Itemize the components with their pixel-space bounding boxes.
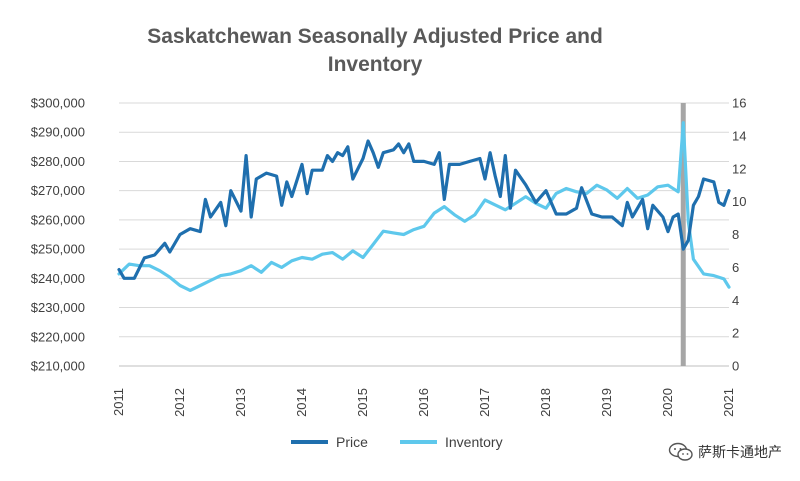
y-right-tick-label: 16: [732, 96, 746, 111]
x-tick-label: 2013: [233, 388, 248, 417]
chart-title-line-2: Inventory: [328, 53, 423, 76]
chart-title-line-1: Saskatchewan Seasonally Adjusted Price a…: [147, 25, 603, 48]
x-tick-label: 2012: [172, 388, 187, 417]
x-tick-label: 2016: [416, 388, 431, 417]
watermark: 萨斯卡通地产: [668, 442, 782, 462]
gridlines: [119, 102, 729, 367]
left-axis-ticks: $210,000 $220,000 $230,000 $240,000 $250,000…: [31, 96, 85, 374]
y-left-tick-label: $220,000: [31, 329, 85, 344]
y-left-tick-label: $270,000: [31, 183, 85, 198]
legend-label-price: Price: [336, 434, 368, 450]
x-tick-label: 2019: [599, 388, 614, 417]
x-tick-label: 2017: [477, 388, 492, 417]
y-left-tick-label: $260,000: [31, 212, 85, 227]
series-line-inventory: [117, 121, 731, 292]
y-left-tick-label: $280,000: [31, 154, 85, 169]
right-axis-ticks: 0 2 4 6 8 10 12 14 16: [732, 96, 746, 374]
series-lines: [117, 121, 731, 292]
legend: Price Inventory: [291, 434, 503, 450]
x-tick-label: 2020: [660, 388, 675, 417]
y-right-tick-label: 12: [732, 161, 746, 176]
x-tick-label: 2015: [355, 388, 370, 417]
x-tick-label: 2021: [721, 388, 736, 417]
series-line-price: [117, 139, 731, 280]
y-left-tick-label: $250,000: [31, 242, 85, 257]
x-axis-ticks: 2011 2012 2013 2014 2015 2016 2017 2018 2019 2020…: [111, 388, 736, 417]
x-tick-label: 2014: [294, 388, 309, 417]
y-right-tick-label: 6: [732, 260, 739, 275]
wechat-icon: [668, 442, 693, 461]
y-right-tick-label: 4: [732, 293, 739, 308]
x-tick-label: 2011: [111, 388, 126, 416]
y-left-tick-label: $210,000: [31, 359, 85, 374]
y-left-tick-label: $230,000: [31, 300, 85, 315]
y-right-tick-label: 10: [732, 194, 746, 209]
y-right-tick-label: 8: [732, 227, 739, 242]
x-tick-label: 2018: [538, 388, 553, 417]
y-right-tick-label: 2: [732, 326, 739, 341]
y-left-tick-label: $290,000: [31, 125, 85, 140]
watermark-text: 萨斯卡通地产: [698, 445, 782, 461]
legend-label-inventory: Inventory: [445, 434, 503, 450]
y-left-tick-label: $300,000: [31, 96, 85, 111]
y-right-tick-label: 0: [732, 359, 739, 374]
y-left-tick-label: $240,000: [31, 271, 85, 286]
y-right-tick-label: 14: [732, 128, 746, 143]
